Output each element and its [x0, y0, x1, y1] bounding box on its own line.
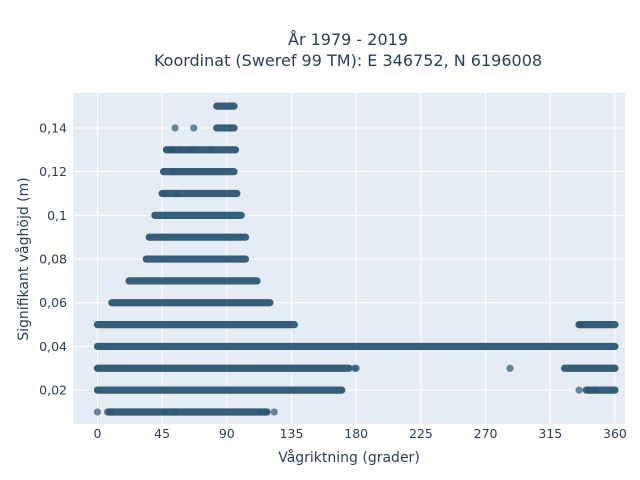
chart-title-line1: År 1979 - 2019 — [288, 30, 408, 49]
x-tick-label: 270 — [474, 426, 498, 441]
data-point — [93, 408, 102, 416]
data-point — [270, 408, 278, 416]
x-tick-label: 180 — [344, 426, 368, 441]
chart-title-line2: Koordinat (Sweref 99 TM): E 346752, N 61… — [154, 51, 542, 70]
y-tick-label: 0,14 — [39, 120, 67, 135]
x-tick-label: 0 — [93, 426, 101, 441]
data-point — [172, 189, 181, 198]
x-tick-label: 90 — [219, 426, 235, 441]
data-point — [575, 386, 583, 394]
data-point — [108, 408, 116, 416]
data-point — [177, 146, 185, 154]
y-tick-label: 0,04 — [39, 339, 67, 354]
data-point — [168, 146, 176, 154]
x-tick-label: 360 — [603, 426, 627, 441]
data-point — [256, 408, 264, 416]
data-point — [190, 124, 198, 132]
data-point — [506, 364, 514, 372]
x-axis-title: Vågriktning (grader) — [278, 449, 420, 466]
x-tick-label: 135 — [280, 426, 304, 441]
data-point — [352, 364, 360, 372]
data-point — [171, 408, 179, 416]
y-axis-ticks: 0,02 0,04 0,06 0,08 0,1 0,12 0,14 — [39, 120, 67, 397]
data-points — [93, 102, 619, 416]
data-point — [262, 408, 270, 416]
data-point — [591, 386, 599, 394]
data-point — [161, 189, 169, 198]
y-tick-label: 0,1 — [47, 208, 67, 223]
data-point — [585, 386, 593, 394]
y-tick-label: 0,12 — [39, 164, 67, 179]
data-point — [207, 146, 215, 154]
data-point — [161, 408, 169, 416]
y-tick-label: 0,08 — [39, 252, 67, 267]
y-tick-label: 0,06 — [39, 295, 67, 310]
data-point — [190, 146, 198, 154]
x-tick-label: 225 — [409, 426, 433, 441]
x-axis-ticks: 0 45 90 135 180 225 270 315 360 — [93, 426, 626, 441]
x-tick-label: 45 — [154, 426, 170, 441]
y-axis-title: Signifikant våghöjd (m) — [15, 177, 32, 340]
x-tick-label: 315 — [538, 426, 562, 441]
data-point — [170, 168, 178, 176]
y-tick-label: 0,02 — [39, 383, 67, 398]
data-point — [576, 320, 585, 329]
data-point — [171, 124, 179, 132]
